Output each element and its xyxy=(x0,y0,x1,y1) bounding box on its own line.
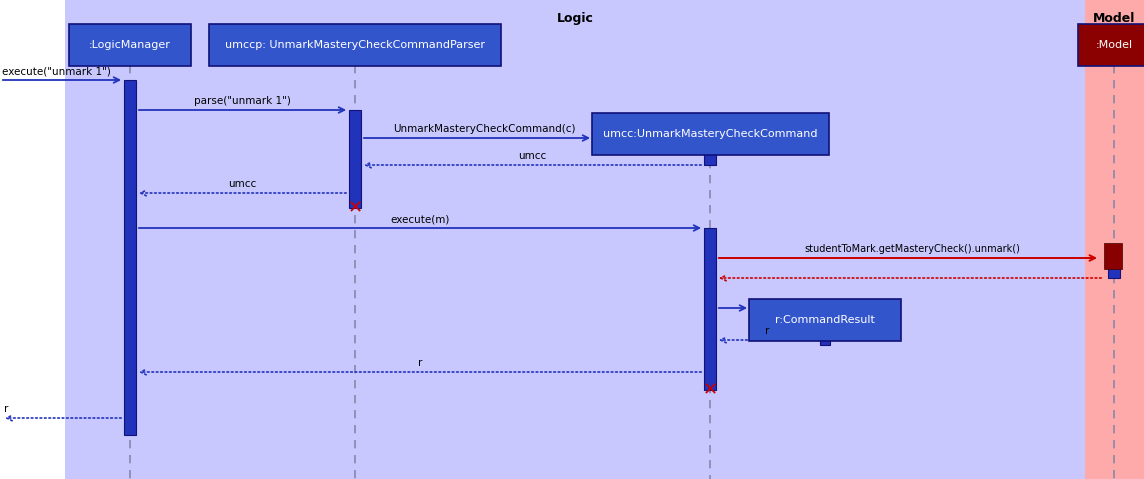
Text: ✕: ✕ xyxy=(702,381,717,399)
Bar xyxy=(704,138,716,165)
Text: r: r xyxy=(765,326,770,336)
Bar xyxy=(1085,0,1144,479)
FancyBboxPatch shape xyxy=(749,299,901,341)
Text: ✕: ✕ xyxy=(348,199,363,217)
Text: r: r xyxy=(3,404,8,414)
Bar xyxy=(124,80,136,435)
FancyBboxPatch shape xyxy=(209,24,501,66)
Text: parse("unmark 1"): parse("unmark 1") xyxy=(194,96,291,106)
FancyBboxPatch shape xyxy=(591,113,828,155)
Bar xyxy=(1109,258,1120,278)
Bar xyxy=(1104,243,1122,269)
Text: umccp: UnmarkMasteryCheckCommandParser: umccp: UnmarkMasteryCheckCommandParser xyxy=(225,40,485,50)
Text: umcc: umcc xyxy=(229,179,256,189)
Bar xyxy=(349,110,362,208)
Text: :Model: :Model xyxy=(1096,40,1133,50)
Text: UnmarkMasteryCheckCommand(c): UnmarkMasteryCheckCommand(c) xyxy=(392,124,575,134)
FancyBboxPatch shape xyxy=(1078,24,1144,66)
Text: Model: Model xyxy=(1093,12,1135,25)
Text: :LogicManager: :LogicManager xyxy=(89,40,170,50)
Text: execute(m): execute(m) xyxy=(390,214,450,224)
Text: Logic: Logic xyxy=(557,12,594,25)
FancyBboxPatch shape xyxy=(69,24,191,66)
Bar xyxy=(704,228,716,390)
Text: umcc:UnmarkMasteryCheckCommand: umcc:UnmarkMasteryCheckCommand xyxy=(603,129,817,139)
Bar xyxy=(820,308,831,345)
Text: r:CommandResult: r:CommandResult xyxy=(776,315,875,325)
Text: r: r xyxy=(418,358,422,368)
Bar xyxy=(65,0,1085,479)
Text: umcc: umcc xyxy=(518,151,547,161)
Text: execute("unmark 1"): execute("unmark 1") xyxy=(2,66,111,76)
Text: studentToMark.getMasteryCheck().unmark(): studentToMark.getMasteryCheck().unmark() xyxy=(804,244,1020,254)
